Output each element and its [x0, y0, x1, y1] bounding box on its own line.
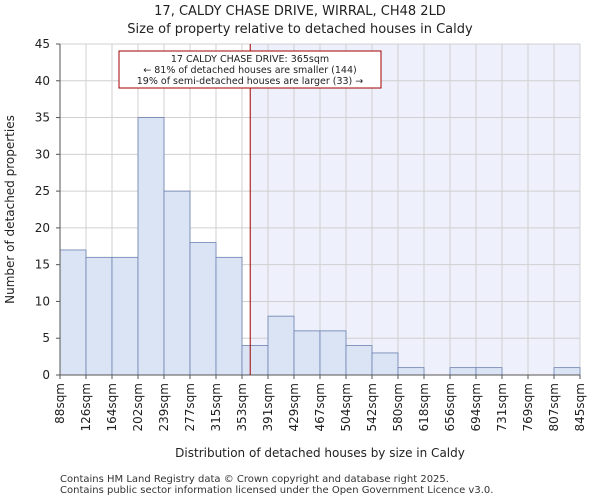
- y-tick-label: 10: [35, 294, 50, 308]
- x-tick-label: 88sqm: [53, 383, 67, 424]
- x-tick-label: 315sqm: [209, 383, 223, 431]
- x-tick-label: 769sqm: [521, 383, 535, 431]
- annotation-box: [118, 50, 382, 89]
- x-tick-label: 467sqm: [313, 383, 327, 431]
- x-tick-label: 807sqm: [547, 383, 561, 431]
- chart-title: 17, CALDY CHASE DRIVE, WIRRAL, CH48 2LD: [154, 4, 446, 19]
- bar: [111, 256, 139, 376]
- y-tick-label: 45: [35, 37, 50, 51]
- x-tick-label: 353sqm: [235, 383, 249, 431]
- x-axis-label: Distribution of detached houses by size …: [175, 446, 465, 460]
- highlight-region: [250, 44, 581, 375]
- bar: [137, 117, 165, 376]
- x-tick-label: 202sqm: [131, 383, 145, 431]
- x-tick-label: 542sqm: [365, 383, 379, 431]
- annotation-line: 19% of semi-detached houses are larger (…: [137, 76, 364, 87]
- footer-copyright: Contains HM Land Registry data © Crown c…: [60, 474, 449, 485]
- x-tick-label: 277sqm: [183, 383, 197, 431]
- bar: [59, 249, 87, 376]
- y-tick-label: 30: [35, 147, 50, 161]
- bar: [553, 367, 581, 376]
- x-tick-label: 731sqm: [495, 383, 509, 431]
- footer-licence: Contains public sector information licen…: [60, 485, 494, 496]
- bar: [345, 345, 373, 376]
- annotation-line: 17 CALDY CHASE DRIVE: 365sqm: [171, 54, 329, 65]
- bar: [189, 242, 217, 376]
- y-tick-label: 40: [35, 74, 50, 88]
- y-tick-label: 0: [42, 368, 50, 382]
- y-axis-label: Number of detached properties: [3, 115, 17, 304]
- bar: [267, 315, 295, 376]
- y-tick-label: 25: [35, 184, 50, 198]
- x-tick-label: 845sqm: [573, 383, 587, 431]
- x-tick-label: 504sqm: [339, 383, 353, 431]
- x-tick-label: 239sqm: [157, 383, 171, 431]
- bar: [163, 190, 191, 376]
- x-tick-label: 164sqm: [105, 383, 119, 431]
- bar: [241, 345, 269, 376]
- y-tick-label: 35: [35, 111, 50, 125]
- y-tick-label: 5: [42, 331, 50, 345]
- bar: [85, 256, 113, 376]
- y-tick-label: 20: [35, 221, 50, 235]
- x-tick-label: 126sqm: [79, 383, 93, 431]
- bar: [397, 367, 425, 376]
- x-tick-label: 429sqm: [287, 383, 301, 431]
- x-tick-label: 694sqm: [469, 383, 483, 431]
- x-tick-label: 391sqm: [261, 383, 275, 431]
- bar: [475, 367, 503, 376]
- annotation-line: ← 81% of detached houses are smaller (14…: [143, 65, 356, 76]
- chart-subtitle: Size of property relative to detached ho…: [127, 22, 473, 37]
- x-tick-label: 580sqm: [391, 383, 405, 431]
- bar: [449, 367, 477, 376]
- x-tick-label: 656sqm: [443, 383, 457, 431]
- x-tick-label: 618sqm: [417, 383, 431, 431]
- y-tick-label: 15: [35, 258, 50, 272]
- bar: [215, 256, 243, 376]
- bar: [371, 352, 399, 376]
- bar: [293, 330, 321, 376]
- bar: [319, 330, 347, 376]
